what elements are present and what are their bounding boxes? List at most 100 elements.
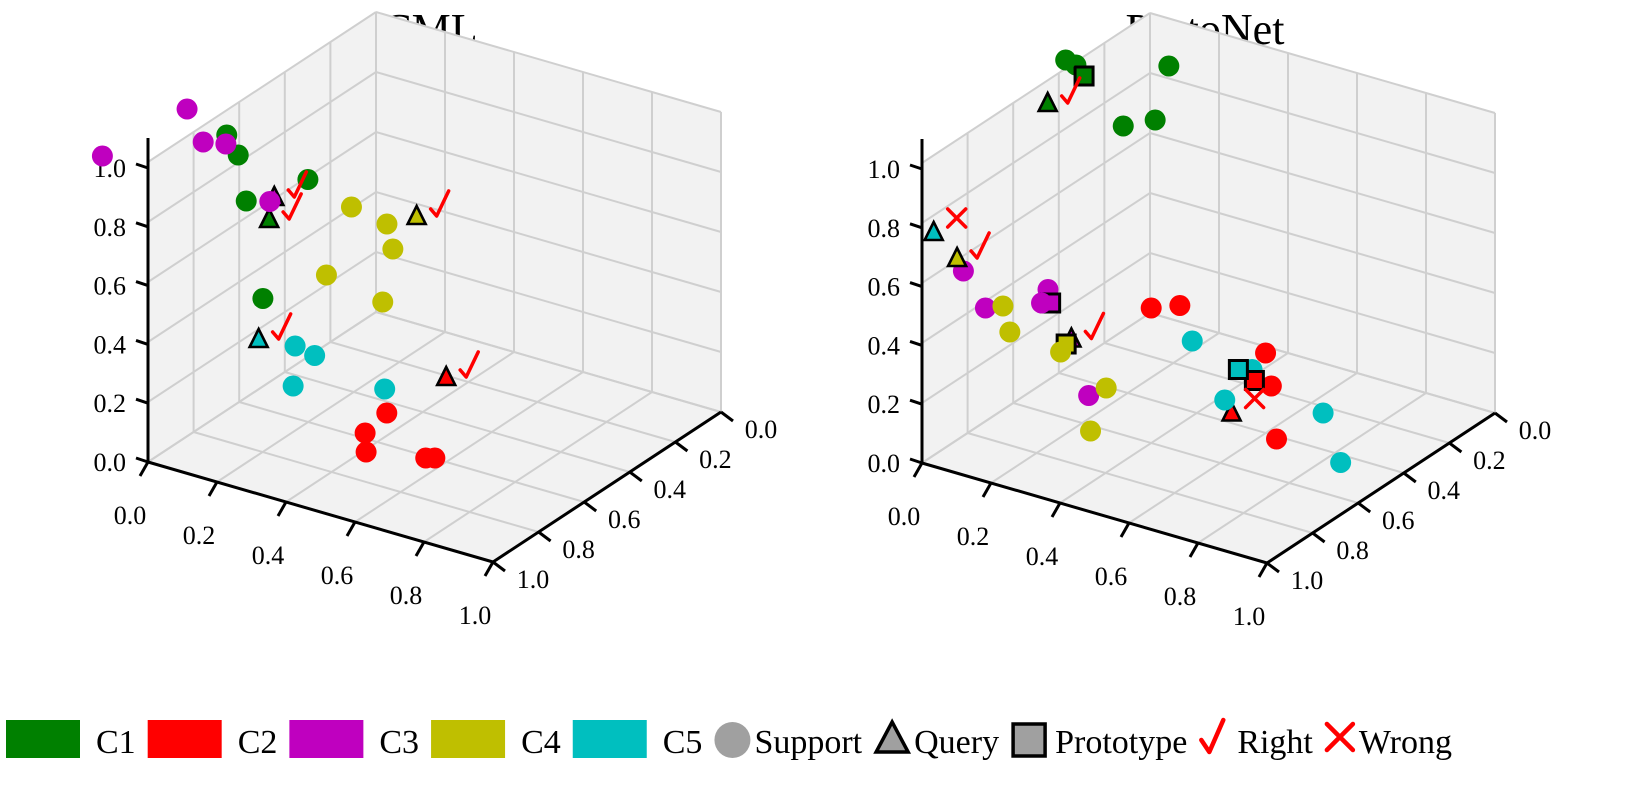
query-marker-icon [873,718,912,754]
c4-support-point [382,238,404,260]
c5-support-point [1330,452,1352,473]
legend: C1 C2 C3 C4 C5 Support Query Prototype Right Wron… [6,717,1452,761]
legend-label: Query [914,724,999,761]
c3-support-point [176,98,198,120]
z-tick-label: 0.2 [868,390,901,419]
c5-support-point [1214,389,1236,411]
grid-line [147,251,377,403]
legend-label: Support [754,724,862,761]
c2-support-point [1260,375,1282,397]
legend-item-c5: C5 [572,720,702,761]
grid-line [921,252,1151,404]
c1-support-point [1144,109,1166,131]
grid-line [284,371,631,473]
grid-line [1128,372,1358,524]
right-check-mark [286,170,309,199]
z-tick [909,339,923,347]
legend-item-prototype: Prototype [1011,722,1187,761]
x-tick-label: 0.4 [252,541,285,570]
x-tick [345,521,357,537]
legend-item-support: Support [714,722,863,761]
axes: 0.0 0.0 0.0 0.2 0.2 0.2 0.4 0.4 0.4 0.6 0.6 0.6 0.8 0… [868,139,1551,631]
legend-item-c4: C4 [431,720,561,761]
c1-support-point [1055,49,1077,71]
x-tick-label: 0.6 [321,561,354,590]
legend-item-c3: C3 [289,720,419,761]
grid-line [147,71,377,223]
grid-line [1149,72,1496,174]
x-tick-label: 1.0 [459,601,492,630]
x-tick-label: 0.2 [183,521,216,550]
c1-query-point [258,206,281,229]
grid-line [375,251,722,353]
z-tick [909,222,923,230]
z-tick [909,457,923,465]
legend-swatch [572,720,647,758]
y-axis-line [492,410,722,564]
grid-line [375,311,722,413]
y-axis-line [1266,411,1496,565]
c2-support-point [1255,342,1277,364]
z-tick-label: 0.0 [868,449,901,478]
grid-line [1149,312,1496,414]
y-tick-label: 0.4 [1428,476,1461,505]
c1-support-point [1158,55,1180,77]
grid-line [147,191,377,343]
c1-support-point [252,288,274,309]
z-tick-label: 0.6 [868,273,901,302]
legend-swatch [6,720,80,758]
y-tick [720,410,734,423]
y-tick [674,440,689,453]
y-tick [1311,531,1326,544]
right-check-icon [1199,717,1226,755]
c1-query-point [1036,90,1059,113]
z-tick-label: 0.6 [94,272,127,301]
grid-line [285,351,515,503]
c5-support-point [282,375,304,397]
c4-support-point [315,264,337,286]
x-tick-label: 1.0 [1233,602,1266,631]
wrong-cross-mark [945,207,968,229]
c5-support-point [374,378,396,400]
grid-line [238,401,585,503]
x-tick [414,541,426,557]
x-tick [1257,562,1269,578]
z-tick [135,338,149,346]
x-tick [1119,522,1131,538]
x-tick [138,461,150,477]
prototype-marker-icon [1011,722,1047,758]
grid-line [921,192,1151,344]
legend-item-right: Right [1199,717,1313,761]
right-check-mark [281,192,303,221]
wrong-cross-icon [1324,721,1356,753]
y-tick [1448,441,1463,454]
c4-support-point [340,196,362,218]
grid-line [921,12,1151,164]
x-tick [276,501,288,517]
y-tick [583,500,598,513]
grid-line [423,391,653,543]
x-tick-label: 0.4 [1026,542,1059,571]
legend-label: C4 [521,724,561,761]
c4-support-point [372,291,394,313]
z-tick [135,221,149,229]
grid-line [375,191,722,293]
right-back-pane [376,12,721,412]
c5-query-point [922,219,945,242]
z-tick-label: 1.0 [868,155,901,184]
z-tick [909,281,923,289]
legend-item-query: Query [873,718,999,761]
right-check-mark [458,350,480,379]
c2-support-point [355,441,377,463]
c2-query-point [1220,399,1243,422]
grid-line [1149,192,1496,294]
protonet-3d-axes: 0.0 0.0 0.0 0.2 0.2 0.2 0.4 0.4 0.4 0.6 0.6 0.6 0.8 0… [868,12,1551,631]
points [91,98,480,469]
c2-support-point [1169,295,1191,316]
y-tick [1266,561,1280,574]
y-tick-label: 0.6 [1382,506,1415,535]
x-tick [912,462,924,478]
c3-support-point [1078,385,1100,406]
legend-label: Prototype [1055,724,1187,761]
